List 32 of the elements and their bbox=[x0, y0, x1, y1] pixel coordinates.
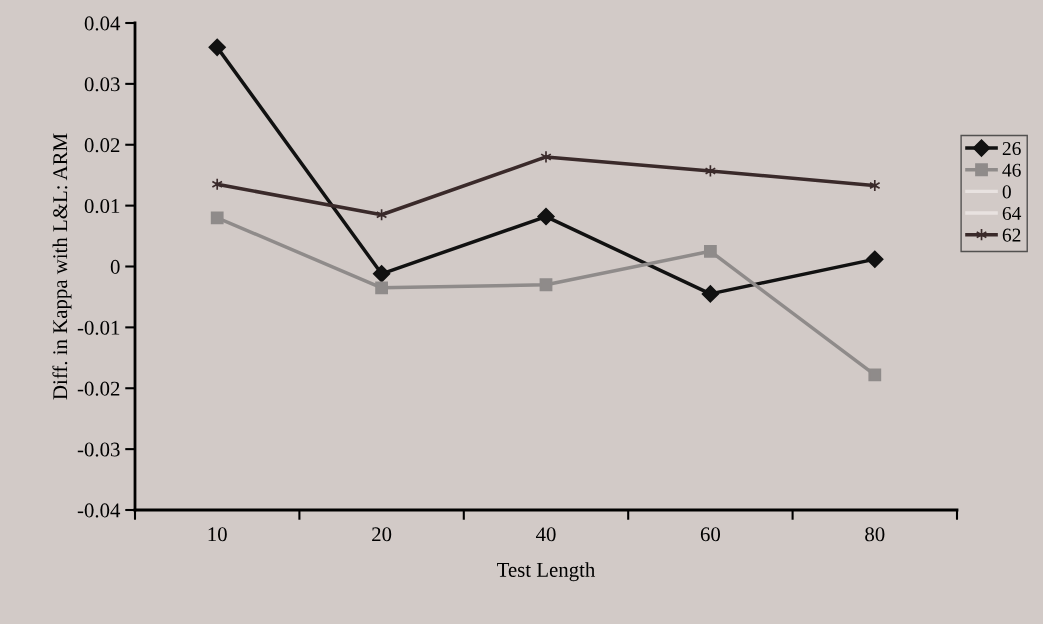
point bbox=[704, 244, 717, 258]
y-tick-label: 0.01 bbox=[84, 199, 120, 214]
point bbox=[372, 265, 391, 283]
y-tick-label: 0.04 bbox=[84, 16, 121, 31]
y-tick-label: 0.03 bbox=[84, 77, 120, 92]
x-tick-label: 60 bbox=[700, 527, 721, 542]
y-tick-label: -0.03 bbox=[77, 442, 120, 457]
x-tick-label: 80 bbox=[865, 527, 885, 542]
point bbox=[701, 285, 720, 303]
point bbox=[210, 211, 224, 225]
x-axis-title: Test Length bbox=[497, 562, 596, 582]
x-tick-label: 20 bbox=[372, 527, 392, 542]
x-tick-label: 10 bbox=[208, 527, 227, 542]
point bbox=[868, 368, 882, 382]
point bbox=[375, 281, 388, 295]
y-tick-label: -0.04 bbox=[77, 503, 121, 518]
x-tick-label: 40 bbox=[535, 527, 556, 542]
point bbox=[208, 38, 226, 57]
legend-label: 0 bbox=[1002, 185, 1011, 199]
legend-label: 26 bbox=[1002, 142, 1021, 156]
y-tick-label: 0.02 bbox=[84, 138, 120, 153]
y-tick-label: -0.01 bbox=[77, 320, 120, 335]
legend-label: 46 bbox=[1002, 163, 1021, 177]
point bbox=[537, 207, 555, 226]
y-tick-label: 0 bbox=[110, 259, 120, 274]
point bbox=[211, 177, 223, 191]
legend-label: 64 bbox=[1002, 206, 1022, 221]
point bbox=[539, 278, 553, 292]
y-tick-label: -0.02 bbox=[77, 381, 120, 396]
point bbox=[866, 250, 884, 268]
legend-label: 62 bbox=[1002, 228, 1021, 242]
y-axis-title: Diff. in Kappa with L&L: ARM bbox=[52, 133, 72, 400]
